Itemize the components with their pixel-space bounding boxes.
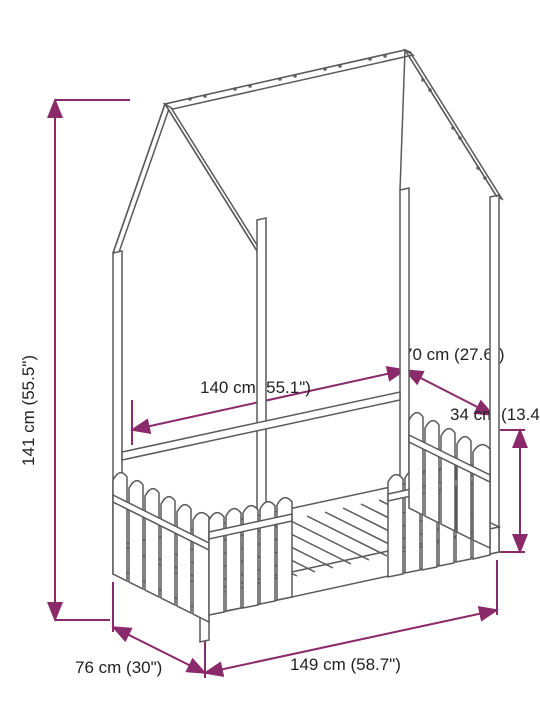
dim-rh-in: (13.4") (501, 405, 540, 424)
dim-wi-cm: 140 cm (200, 378, 256, 397)
svg-text:149 cm (58.7"): 149 cm (58.7") (290, 655, 401, 674)
product-diagram: 141 cm (55.5") 140 cm (55.1") 70 cm (27.… (0, 0, 540, 720)
dim-d-cm: 76 cm (75, 658, 121, 677)
dim-w-in: (58.7") (350, 655, 400, 674)
dim-di-cm: 70 cm (403, 345, 449, 364)
dim-height-cm: 141 cm (19, 410, 38, 466)
dim-wi-in: (55.1") (260, 378, 310, 397)
svg-text:140 cm (55.1"): 140 cm (55.1") (200, 378, 311, 397)
left-fence (113, 473, 209, 622)
dim-w-cm: 149 cm (290, 655, 346, 674)
svg-text:76 cm (30"): 76 cm (30") (75, 658, 162, 677)
dim-d-in: (30") (126, 658, 162, 677)
dim-width-inner: 140 cm (55.1") (132, 340, 405, 445)
front-fence-left (209, 498, 292, 615)
dim-height-in: (55.5") (19, 355, 38, 405)
svg-text:141 cm (55.5"): 141 cm (55.5") (19, 355, 38, 466)
